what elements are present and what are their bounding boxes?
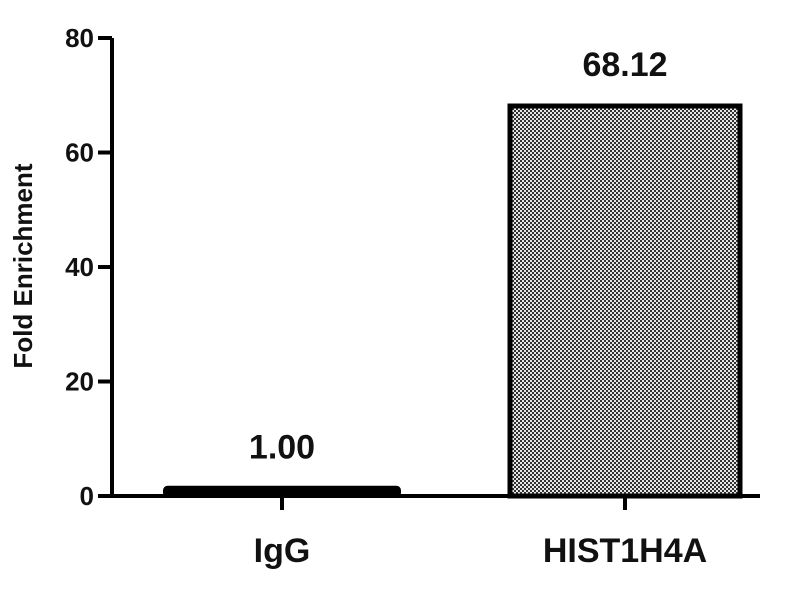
x-tick-label: HIST1H4A bbox=[543, 532, 707, 570]
bar-igg bbox=[163, 485, 401, 498]
bar-hist1h4a bbox=[507, 103, 743, 499]
data-label: 68.12 bbox=[582, 46, 667, 84]
y-tick-label: 20 bbox=[65, 367, 94, 397]
x-tick-label: IgG bbox=[254, 532, 311, 570]
y-tick-label: 60 bbox=[65, 138, 94, 168]
y-tick-label: 0 bbox=[80, 481, 94, 511]
data-label: 1.00 bbox=[249, 428, 315, 466]
y-tick-label: 80 bbox=[65, 23, 94, 53]
y-tick-label: 40 bbox=[65, 252, 94, 282]
y-axis-label: Fold Enrichment bbox=[8, 163, 38, 368]
